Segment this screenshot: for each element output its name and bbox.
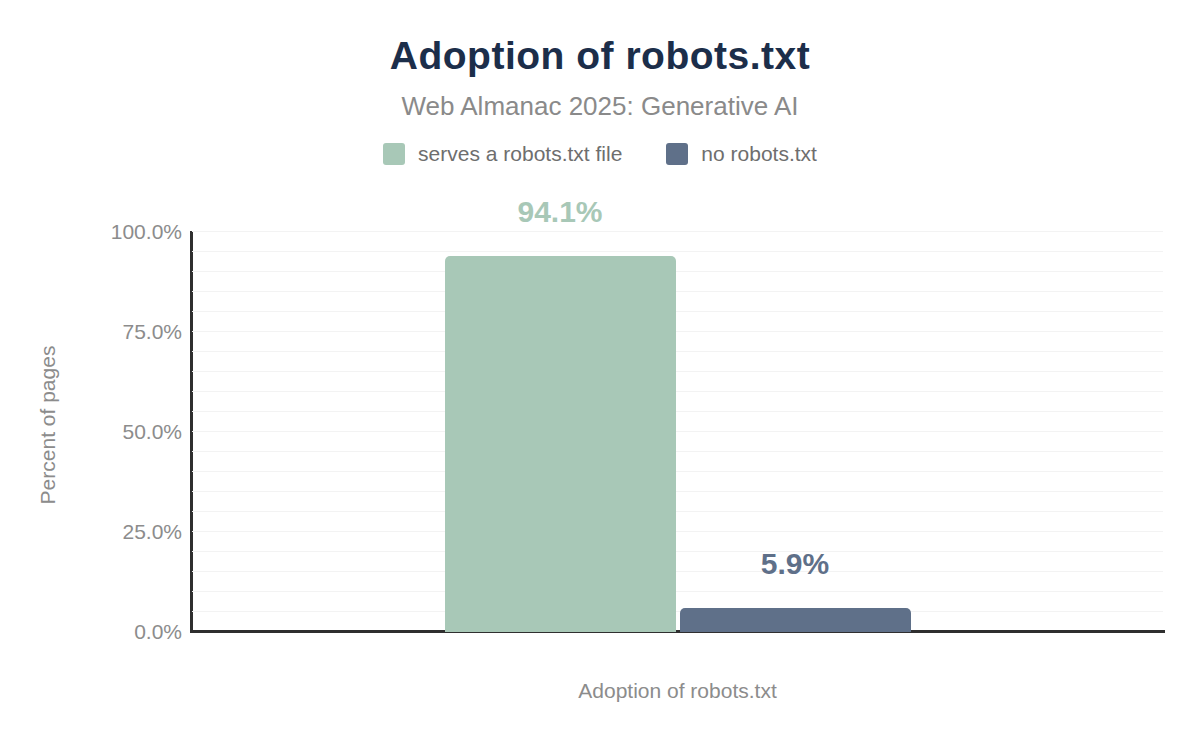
gridline [192, 391, 1163, 392]
legend-label: serves a robots.txt file [418, 142, 622, 166]
y-tick-label: 25.0% [50, 519, 182, 545]
gridline [192, 451, 1163, 452]
gridline [192, 231, 1163, 232]
legend-swatch-icon [666, 143, 688, 165]
legend-swatch-icon [383, 143, 405, 165]
gridline [192, 291, 1163, 292]
legend-item: serves a robots.txt file [383, 142, 622, 166]
bar-serves-a-robots-txt-file [445, 256, 676, 632]
chart-legend: serves a robots.txt file no robots.txt [0, 142, 1200, 166]
x-axis-title: Adoption of robots.txt [192, 679, 1163, 703]
y-tick-label: 100.0% [50, 219, 182, 245]
gridline [192, 491, 1163, 492]
gridline [192, 331, 1163, 332]
gridline [192, 551, 1163, 552]
legend-item: no robots.txt [666, 142, 817, 166]
gridline [192, 431, 1163, 432]
chart-container: Adoption of robots.txt Web Almanac 2025:… [0, 0, 1200, 742]
gridline [192, 311, 1163, 312]
y-tick-label: 50.0% [50, 419, 182, 445]
y-tick-label: 0.0% [50, 619, 182, 645]
gridline [192, 471, 1163, 472]
bar-no-robots-txt [680, 608, 911, 632]
gridline [192, 351, 1163, 352]
gridline [192, 591, 1163, 592]
y-tick-label: 75.0% [50, 319, 182, 345]
gridline [192, 571, 1163, 572]
bar-value-label: 5.9% [695, 546, 895, 582]
gridline [192, 251, 1163, 252]
chart-subtitle: Web Almanac 2025: Generative AI [0, 91, 1200, 122]
gridline [192, 271, 1163, 272]
bar-value-label: 94.1% [460, 194, 660, 230]
gridline [192, 531, 1163, 532]
gridline [192, 411, 1163, 412]
gridline [192, 371, 1163, 372]
plot-area: 94.1%5.9% [192, 232, 1163, 632]
legend-label: no robots.txt [701, 142, 817, 166]
gridline [192, 611, 1163, 612]
chart-title: Adoption of robots.txt [0, 34, 1200, 78]
gridline [192, 511, 1163, 512]
